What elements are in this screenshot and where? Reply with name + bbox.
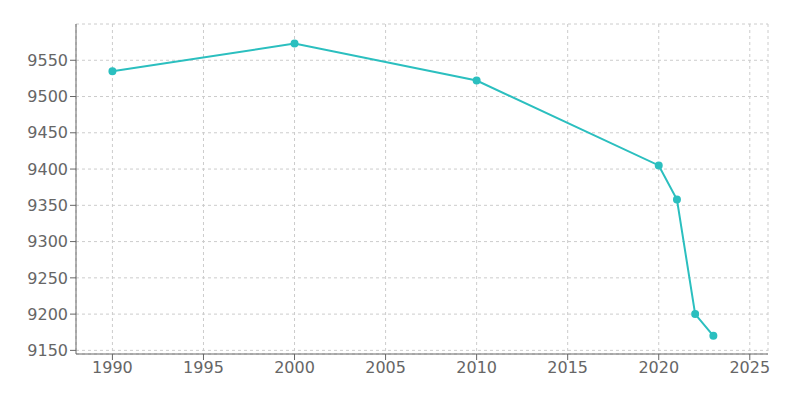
svg-text:9400: 9400 [27,160,68,179]
svg-text:2020: 2020 [638,358,679,377]
svg-text:2025: 2025 [729,358,770,377]
svg-text:9500: 9500 [27,87,68,106]
svg-text:2015: 2015 [547,358,588,377]
svg-text:9550: 9550 [27,51,68,70]
svg-text:2010: 2010 [456,358,497,377]
svg-text:1990: 1990 [92,358,133,377]
svg-text:1995: 1995 [183,358,224,377]
svg-text:9150: 9150 [27,341,68,360]
svg-text:9450: 9450 [27,123,68,142]
svg-text:2005: 2005 [365,358,406,377]
svg-text:9350: 9350 [27,196,68,215]
svg-text:9250: 9250 [27,269,68,288]
svg-text:9300: 9300 [27,232,68,251]
svg-text:2000: 2000 [274,358,315,377]
svg-text:9200: 9200 [27,305,68,324]
